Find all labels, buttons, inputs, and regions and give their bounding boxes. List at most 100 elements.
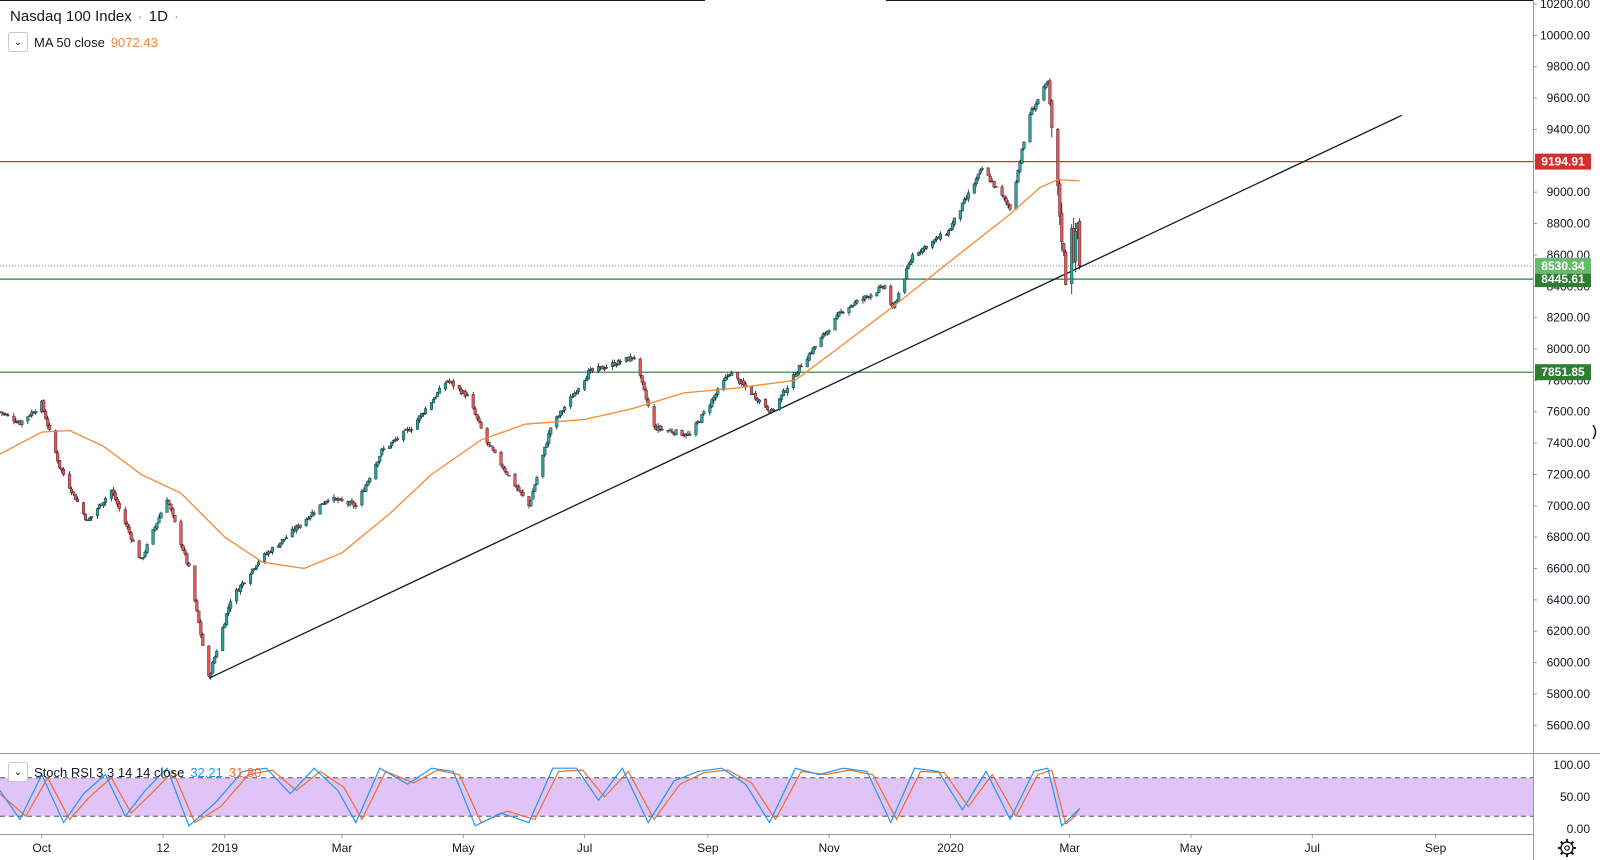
candle-body — [151, 529, 155, 545]
separator-dot: · — [173, 8, 179, 25]
candle-body — [811, 347, 815, 354]
candle-body — [431, 398, 435, 404]
candle-body — [559, 410, 563, 417]
candle-body — [938, 233, 942, 240]
gear-icon[interactable] — [1558, 839, 1576, 857]
candle-body — [907, 264, 911, 269]
candle-body — [103, 498, 107, 503]
candle-body — [20, 420, 24, 426]
candle-body — [290, 528, 294, 538]
candle-body — [68, 473, 72, 489]
candle-body — [911, 254, 915, 263]
candle-body — [658, 425, 662, 430]
candle-body — [861, 298, 865, 301]
ma-label: MA 50 close — [34, 34, 105, 50]
candle-body — [429, 402, 433, 410]
candle-body — [167, 500, 171, 505]
candle-body — [1004, 198, 1008, 203]
candle-body — [557, 415, 561, 418]
candles — [0, 78, 1082, 680]
candle-body — [376, 461, 380, 466]
candle-body — [131, 540, 135, 542]
candle-body — [211, 662, 215, 674]
candle-body — [1036, 99, 1040, 105]
candle-body — [145, 544, 149, 553]
candle-body — [1078, 221, 1082, 266]
chevron-down-icon[interactable]: ⌄ — [8, 32, 28, 52]
stoch-k-line[interactable] — [0, 767, 1081, 827]
time-tick-label: Jul — [1305, 841, 1320, 855]
candle-body — [394, 439, 398, 441]
candle-body — [60, 467, 64, 471]
ma50-line[interactable] — [0, 178, 1080, 570]
candle-body — [262, 553, 266, 562]
chevron-down-icon[interactable]: ⌄ — [8, 762, 28, 782]
candle-body — [1002, 195, 1006, 199]
price-pane[interactable] — [0, 78, 1533, 680]
price-level-tag-label: 9194.91 — [1541, 155, 1585, 169]
time-tick-label: Sep — [697, 841, 719, 855]
candle-body — [183, 550, 187, 554]
candle-body — [1050, 100, 1054, 128]
interval-label[interactable]: 1D — [148, 8, 168, 25]
candle-body — [266, 551, 270, 555]
candle-body — [712, 396, 716, 401]
stoch-band — [0, 777, 1533, 817]
time-axis[interactable]: Oct 12 2019 Mar May Jul Sep Nov 2020 Mar May Jul Sep — [32, 834, 1447, 855]
candle-body — [422, 413, 426, 415]
candle-body — [340, 498, 344, 502]
candle-body — [549, 427, 553, 435]
time-tick-label: 2020 — [937, 841, 964, 855]
candle-body — [225, 613, 229, 626]
candle-body — [410, 429, 414, 431]
stoch-legend[interactable]: ⌄ Stoch RSI 3 3 14 14 close 32.21 31.80 — [8, 762, 261, 782]
candle-body — [750, 386, 754, 395]
candle-body — [42, 400, 46, 412]
candle-body — [76, 498, 80, 502]
candle-body — [70, 488, 74, 493]
candle-body — [909, 260, 913, 265]
ma-legend[interactable]: ⌄ MA 50 close 9072.43 — [8, 32, 158, 52]
candle-body — [962, 199, 966, 204]
price-axis[interactable]: 10200.0010000.009800.009600.009400.00920… — [1533, 0, 1590, 732]
candle-body — [994, 186, 998, 188]
candle-body — [602, 368, 606, 370]
axis-drag-handle-icon[interactable] — [1592, 424, 1597, 440]
candle-body — [933, 239, 937, 243]
candle-body — [493, 449, 497, 453]
stoch-d-line[interactable] — [0, 769, 1081, 825]
candle-body — [632, 357, 636, 360]
candle-body — [249, 574, 253, 584]
candle-body — [978, 169, 982, 174]
candle-body — [903, 278, 907, 293]
candle-body — [477, 418, 481, 423]
candle-body — [209, 673, 213, 677]
candle-body — [853, 301, 857, 306]
candle-body — [1044, 83, 1048, 88]
candle-body — [270, 547, 274, 553]
candle-body — [805, 359, 809, 368]
candle-body — [153, 526, 157, 531]
trendline[interactable] — [208, 114, 1403, 679]
candle-body — [360, 491, 364, 506]
candle-body — [487, 441, 491, 445]
price-tick-label: 7200.00 — [1547, 467, 1591, 481]
candle-body — [837, 312, 841, 317]
candle-body — [173, 515, 177, 523]
candle-body — [256, 561, 260, 566]
candle-body — [583, 380, 587, 390]
candle-body — [765, 406, 769, 411]
stoch-rsi-pane[interactable]: 100.00 50.00 0.00 — [0, 758, 1590, 836]
price-level-labels: 9194.91 8445.61 7851.85 8530.34 — [1535, 153, 1591, 381]
price-tick-label: 7000.00 — [1547, 499, 1591, 513]
candle-body — [917, 252, 921, 256]
price-tick-label: 9000.00 — [1547, 185, 1591, 199]
symbol-title[interactable]: Nasdaq 100 Index — [10, 8, 132, 25]
stoch-k-value: 32.21 — [190, 764, 223, 780]
candle-body — [950, 223, 954, 230]
candle-body — [443, 383, 447, 390]
candle-body — [463, 391, 467, 397]
candle-body — [813, 346, 817, 349]
candle-body — [948, 228, 952, 231]
